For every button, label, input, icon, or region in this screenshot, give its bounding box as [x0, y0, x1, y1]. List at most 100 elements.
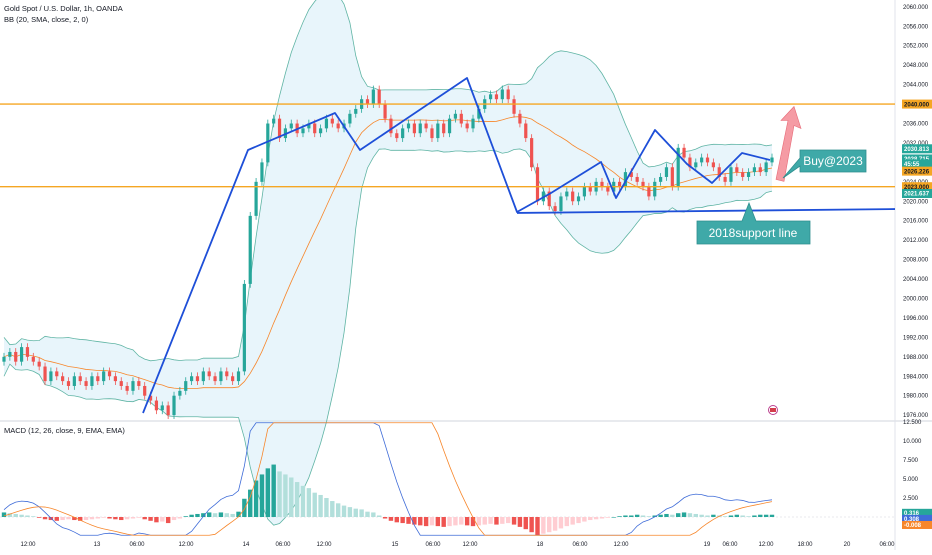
macd-histogram-bar: [377, 515, 382, 517]
macd-histogram-bar: [130, 517, 136, 519]
macd-histogram-bar: [283, 474, 288, 517]
candle-body: [66, 381, 71, 386]
candle-body: [717, 167, 721, 177]
candle-body: [119, 381, 123, 386]
price-tags: 2040.0002030.8132028.71545:552026.226202…: [902, 99, 932, 529]
macd-histogram-bar: [289, 477, 294, 517]
macd-histogram-bar: [494, 517, 499, 525]
time-tick-label: 06:00: [129, 542, 145, 548]
candle-body: [653, 181, 657, 197]
candle-body: [488, 94, 493, 100]
candle-body: [242, 283, 246, 372]
macd-histogram-bar: [312, 492, 317, 517]
macd-histogram-bar: [189, 514, 194, 517]
candle-body: [2, 356, 6, 362]
candle-body: [8, 351, 12, 357]
mid-band-price-tag-bg: [902, 166, 932, 176]
macd-histogram-bar: [277, 471, 282, 517]
candle-body: [61, 376, 65, 382]
macd-histogram-bar: [453, 517, 458, 526]
candle-body: [195, 376, 200, 382]
macd-histogram-bar: [652, 515, 657, 517]
macd-histogram-bar: [769, 514, 775, 517]
macd-histogram-bar: [488, 517, 493, 524]
macd-histogram-bar: [19, 514, 24, 517]
price-tick-label: 2052.000: [903, 44, 929, 50]
bollinger-bands: [3, 0, 773, 526]
time-tick-label: 12:00: [758, 542, 774, 548]
macd-histogram-bar: [758, 514, 763, 517]
band-fill: [4, 0, 772, 526]
candle-body: [72, 376, 76, 386]
macd-value-tag-bg: [902, 514, 932, 523]
candle-body: [471, 118, 475, 129]
macd-histogram-bar: [294, 482, 300, 517]
candle-body: [530, 138, 534, 168]
candle-body: [154, 400, 159, 411]
macd-histogram-bar: [517, 517, 523, 527]
candle-body: [635, 176, 639, 182]
candle-body: [43, 366, 47, 382]
macd-histogram-bar: [617, 516, 622, 517]
macd-histogram-bar: [136, 517, 142, 518]
mid-band-price-tag: 2026.226: [904, 169, 930, 175]
time-tick-label: 12:00: [178, 542, 194, 548]
macd-indicator-label[interactable]: MACD (12, 26, close, 9, EMA, EMA): [4, 426, 125, 435]
macd-histogram-bar: [646, 516, 652, 517]
candle-body: [248, 215, 252, 284]
symbol-title[interactable]: Gold Spot / U.S. Dollar, 1h, OANDA: [4, 4, 123, 13]
candle-body: [383, 104, 387, 119]
candle-body: [700, 157, 704, 163]
macd-histogram-bar: [763, 514, 769, 517]
time-tick-label: 12:00: [613, 542, 629, 548]
candle-body: [746, 172, 751, 177]
time-tick-label: 20: [844, 542, 851, 548]
macd-histogram-bar: [400, 517, 405, 524]
macd-hist-tag-bg: [902, 508, 932, 517]
candle-body: [49, 371, 53, 382]
macd-hist-tag: 0.316: [904, 511, 920, 517]
time-tick-label: 13: [94, 542, 101, 548]
candle-body: [664, 167, 669, 177]
candle-body: [682, 147, 686, 158]
candle-body: [336, 123, 340, 129]
price-tick-label: 1996.000: [903, 316, 929, 322]
macd-histogram-bar: [212, 513, 218, 517]
candle-body: [553, 206, 557, 211]
macd-histogram-bar: [640, 515, 646, 517]
candle-body: [213, 376, 217, 382]
candle-body: [254, 181, 258, 216]
candle-body: [418, 123, 422, 134]
candle-body: [518, 113, 522, 124]
macd-pane: [0, 422, 895, 536]
macd-histogram-bar: [429, 517, 435, 526]
macd-histogram-bar: [541, 517, 546, 534]
lower-band-price-tag: 2021.637: [904, 192, 930, 198]
candle-body: [219, 371, 223, 382]
time-tick-label: 18:00: [797, 542, 813, 548]
candle-body: [506, 89, 510, 100]
macd-histogram-bar: [746, 516, 751, 517]
middle-band-line: [3, 116, 773, 390]
time-tick-label: 12:00: [20, 542, 36, 548]
candle-body: [576, 196, 581, 202]
candle-body: [301, 128, 305, 134]
drawings: Buy@2023 2018support line: [0, 77, 896, 415]
macd-histogram-bar: [623, 515, 628, 517]
macd-histogram-bar: [459, 517, 464, 525]
price-tick-label: 2044.000: [903, 83, 929, 89]
macd-histogram-bar: [482, 517, 487, 525]
macd-histogram-bar: [570, 517, 575, 525]
candle-body: [178, 390, 182, 396]
macd-histogram-bar: [218, 512, 224, 517]
candle-body: [412, 123, 416, 134]
candle-body: [711, 162, 715, 168]
candle-body: [565, 191, 569, 197]
macd-histogram-bar: [242, 498, 247, 517]
macd-histogram-bar: [605, 517, 611, 518]
macd-histogram-bar: [201, 513, 206, 517]
bb-indicator-label[interactable]: BB (20, SMA, close, 2, 0): [4, 15, 89, 24]
